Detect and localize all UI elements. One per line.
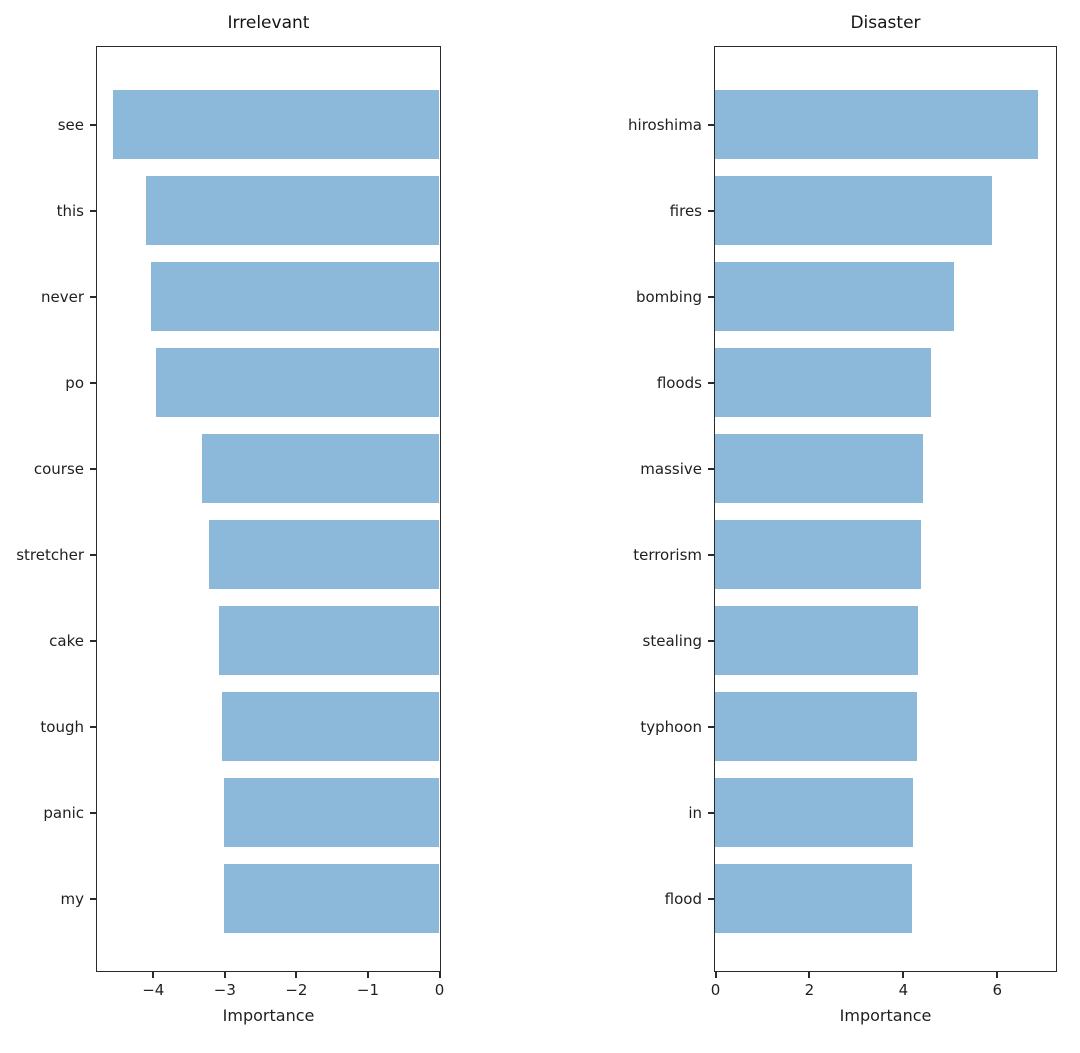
x-tick-label: 6 bbox=[992, 981, 1003, 999]
y-tick-mark bbox=[90, 210, 96, 212]
x-tick-mark bbox=[366, 972, 369, 978]
bar-po bbox=[156, 348, 439, 417]
category-label: my bbox=[60, 890, 85, 908]
bar-see bbox=[113, 90, 439, 159]
bar-terrorism bbox=[715, 520, 922, 589]
x-tick-label: −3 bbox=[213, 981, 236, 999]
category-label: terrorism bbox=[633, 546, 702, 564]
y-tick-mark bbox=[708, 726, 714, 728]
category-label: in bbox=[688, 804, 702, 822]
category-label: never bbox=[40, 288, 84, 306]
bar-floods bbox=[715, 348, 932, 417]
x-tick-label: −1 bbox=[356, 981, 379, 999]
category-label: course bbox=[33, 460, 84, 478]
category-label: cake bbox=[49, 632, 84, 650]
bar-flood bbox=[715, 864, 913, 933]
bar-course bbox=[202, 434, 439, 503]
bar-typhoon bbox=[715, 692, 917, 761]
category-label: see bbox=[57, 116, 84, 134]
category-label: typhoon bbox=[640, 718, 702, 736]
x-tick-mark bbox=[223, 972, 226, 978]
bar-massive bbox=[715, 434, 924, 503]
plot-area bbox=[714, 46, 1057, 972]
x-tick-mark bbox=[438, 972, 441, 978]
y-tick-mark bbox=[90, 812, 96, 814]
bar-fires bbox=[715, 176, 992, 245]
y-tick-mark bbox=[708, 296, 714, 298]
category-label: stretcher bbox=[16, 546, 84, 564]
x-tick-label: 0 bbox=[434, 981, 445, 999]
y-tick-mark bbox=[90, 726, 96, 728]
bar-cake bbox=[219, 606, 439, 675]
category-label: this bbox=[56, 202, 84, 220]
y-tick-mark bbox=[708, 898, 714, 900]
bar-panic bbox=[223, 778, 439, 847]
bar-in bbox=[715, 778, 914, 847]
bar-this bbox=[145, 176, 439, 245]
y-tick-mark bbox=[708, 124, 714, 126]
category-label: tough bbox=[40, 718, 84, 736]
x-tick-label: 0 bbox=[710, 981, 721, 999]
x-axis-title: Importance bbox=[839, 1006, 932, 1025]
chart-title: Disaster bbox=[850, 13, 921, 33]
chart-title: Irrelevant bbox=[227, 13, 310, 33]
bar-tough bbox=[222, 692, 439, 761]
category-label: massive bbox=[640, 460, 702, 478]
x-tick-mark bbox=[714, 972, 717, 978]
y-tick-mark bbox=[90, 124, 96, 126]
y-tick-mark bbox=[90, 382, 96, 384]
x-axis-title: Importance bbox=[222, 1006, 315, 1025]
bar-never bbox=[150, 262, 439, 331]
category-label: panic bbox=[43, 804, 84, 822]
category-label: po bbox=[65, 374, 84, 392]
y-tick-mark bbox=[90, 554, 96, 556]
x-tick-mark bbox=[152, 972, 155, 978]
category-label: bombing bbox=[635, 288, 702, 306]
category-label: stealing bbox=[642, 632, 702, 650]
category-label: floods bbox=[656, 374, 702, 392]
category-label: flood bbox=[664, 890, 702, 908]
y-tick-mark bbox=[708, 640, 714, 642]
bar-stealing bbox=[715, 606, 918, 675]
x-tick-label: −4 bbox=[142, 981, 165, 999]
x-tick-label: 2 bbox=[804, 981, 815, 999]
y-tick-mark bbox=[708, 554, 714, 556]
y-tick-mark bbox=[708, 210, 714, 212]
category-label: hiroshima bbox=[628, 116, 702, 134]
x-tick-mark bbox=[808, 972, 811, 978]
bar-bombing bbox=[715, 262, 954, 331]
x-tick-mark bbox=[902, 972, 905, 978]
bar-my bbox=[224, 864, 439, 933]
x-tick-mark bbox=[996, 972, 999, 978]
y-tick-mark bbox=[90, 468, 96, 470]
x-tick-label: −2 bbox=[285, 981, 308, 999]
y-tick-mark bbox=[708, 468, 714, 470]
bar-stretcher bbox=[209, 520, 439, 589]
y-tick-mark bbox=[90, 296, 96, 298]
y-tick-mark bbox=[90, 898, 96, 900]
plot-area bbox=[96, 46, 441, 972]
y-tick-mark bbox=[708, 382, 714, 384]
x-tick-mark bbox=[295, 972, 298, 978]
x-tick-label: 4 bbox=[898, 981, 909, 999]
y-tick-mark bbox=[90, 640, 96, 642]
y-tick-mark bbox=[708, 812, 714, 814]
category-label: fires bbox=[669, 202, 702, 220]
bar-hiroshima bbox=[715, 90, 1039, 159]
